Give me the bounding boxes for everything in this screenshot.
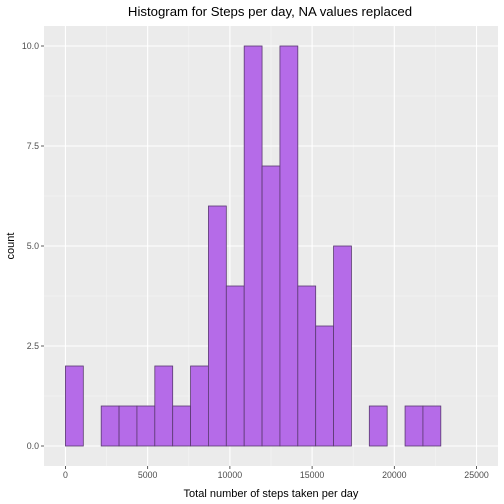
histogram-bar [279, 45, 299, 447]
x-tick-label: 5000 [138, 470, 158, 480]
histogram-bar [243, 45, 263, 447]
histogram-bar [422, 405, 442, 447]
histogram-bar [65, 365, 84, 447]
y-tick-label: 7.5 [27, 141, 39, 151]
bars [65, 45, 442, 447]
y-axis-ticks: 0.0 2.5 5.0 7.5 10.0 [22, 41, 44, 451]
histogram-bar [136, 405, 156, 447]
histogram-bar [315, 325, 334, 447]
x-tick-label: 10000 [218, 470, 243, 480]
histogram-bar [404, 405, 424, 447]
y-tick-label: 0.0 [27, 441, 39, 451]
x-tick-label: 0 [63, 470, 68, 480]
y-tick-label: 2.5 [27, 341, 39, 351]
histogram-bar [225, 285, 245, 447]
histogram-bar [297, 285, 317, 447]
chart-title: Histogram for Steps per day, NA values r… [128, 4, 412, 19]
histogram-bar [368, 405, 388, 447]
histogram-bar [172, 405, 191, 447]
x-axis-ticks: 0 5000 10000 15000 20000 25000 [63, 466, 489, 480]
histogram-bar [261, 165, 281, 447]
histogram-bar [208, 205, 227, 447]
histogram-bar [100, 405, 120, 447]
y-tick-label: 5.0 [27, 241, 39, 251]
x-axis-label: Total number of steps taken per day [184, 488, 359, 500]
histogram-bar [118, 405, 138, 447]
x-tick-label: 20000 [382, 470, 407, 480]
y-tick-label: 10.0 [22, 41, 39, 51]
histogram-bar [190, 365, 209, 447]
x-tick-label: 15000 [300, 470, 325, 480]
histogram-bar [333, 245, 352, 447]
x-tick-label: 25000 [464, 470, 489, 480]
histogram-bar [154, 365, 174, 447]
y-axis-label: count [5, 233, 17, 260]
